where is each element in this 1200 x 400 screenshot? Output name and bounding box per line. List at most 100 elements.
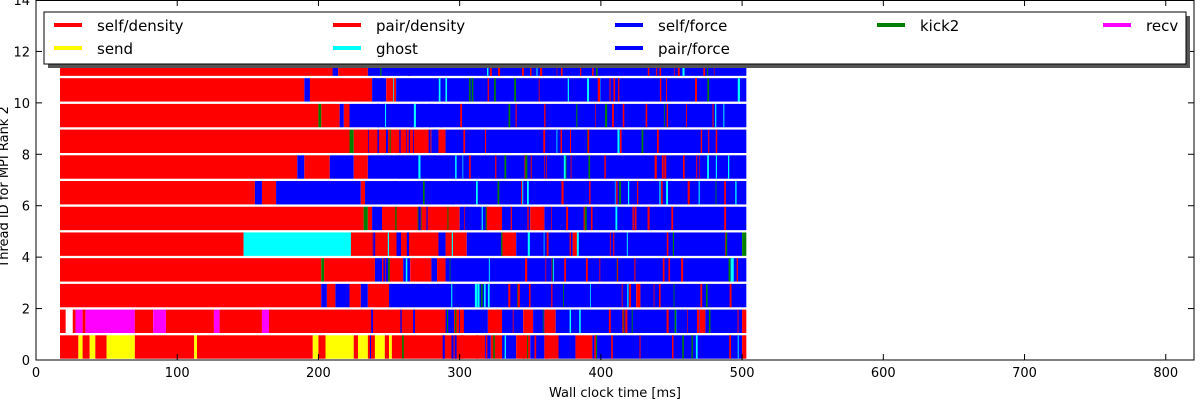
task-bar: [413, 129, 414, 153]
task-bar: [488, 258, 490, 282]
legend-label: recv: [1146, 17, 1178, 35]
task-bar: [477, 283, 480, 308]
task-bar: [399, 129, 401, 153]
task-bar: [671, 206, 674, 231]
task-bar: [367, 155, 747, 179]
task-bar: [455, 155, 457, 179]
task-bar: [627, 283, 629, 308]
task-bar: [485, 335, 488, 359]
task-bar: [454, 335, 457, 359]
task-bar: [545, 309, 548, 333]
task-bar: [508, 283, 511, 308]
task-bar: [512, 309, 514, 333]
task-bar: [445, 258, 747, 282]
task-bar: [418, 206, 421, 231]
task-bar: [687, 181, 690, 205]
legend-label: pair/density: [376, 17, 465, 35]
legend-label: send: [97, 40, 133, 58]
task-bar: [504, 335, 506, 359]
task-bar: [604, 155, 606, 179]
task-bar: [570, 129, 572, 153]
task-bar: [527, 206, 529, 231]
task-bar: [372, 206, 382, 231]
task-bar: [616, 181, 618, 205]
task-bar: [325, 335, 354, 359]
task-bar: [431, 258, 438, 282]
legend-label: self/density: [97, 17, 184, 35]
task-bar: [466, 232, 503, 256]
task-bar: [501, 206, 502, 231]
task-bar: [393, 78, 395, 102]
task-bar: [82, 335, 90, 359]
task-bar: [551, 258, 553, 282]
task-bar: [454, 309, 463, 333]
task-bar: [696, 309, 700, 333]
task-bar: [462, 155, 464, 179]
task-bar: [318, 103, 322, 128]
x-axis-ticks: 0 100 200 300 400 500 600 700 800: [32, 0, 1178, 381]
task-bar: [374, 258, 382, 282]
task-bar: [698, 155, 700, 179]
task-bar: [254, 181, 262, 205]
task-bar: [707, 155, 709, 179]
task-bar: [583, 206, 586, 231]
task-bar: [276, 181, 361, 205]
task-bar: [737, 335, 739, 359]
task-bar: [485, 335, 491, 359]
task-bar: [544, 335, 559, 359]
task-bar: [543, 129, 546, 153]
task-bar: [389, 335, 392, 359]
task-bar: [309, 78, 373, 102]
task-bar: [556, 129, 558, 153]
task-bar: [464, 232, 466, 256]
task-bar: [440, 103, 443, 128]
task-bar: [715, 155, 717, 179]
task-bar: [399, 155, 400, 179]
task-bar: [730, 258, 733, 282]
task-bar: [598, 78, 600, 102]
task-bar: [60, 181, 255, 205]
task-bar: [613, 232, 615, 256]
task-bar: [474, 283, 477, 308]
task-bar: [464, 206, 465, 231]
task-bar: [72, 309, 76, 333]
task-bar: [445, 232, 467, 256]
task-bar: [153, 309, 166, 333]
task-bar: [605, 103, 608, 128]
task-bar: [728, 258, 731, 282]
task-bar: [509, 232, 512, 256]
task-bar: [476, 335, 479, 359]
task-bar: [410, 258, 432, 282]
task-bar: [528, 283, 531, 308]
task-bar: [634, 206, 637, 231]
task-bar: [134, 335, 195, 359]
task-bar: [326, 283, 336, 308]
task-bar: [729, 335, 732, 359]
task-bar: [612, 103, 614, 128]
task-bar: [700, 129, 703, 153]
task-bar: [497, 181, 500, 205]
task-bar: [576, 232, 579, 256]
task-bar: [609, 78, 611, 102]
task-bar: [329, 155, 354, 179]
task-bar: [363, 206, 368, 231]
task-bar: [552, 258, 553, 282]
y-tick-label: 10: [13, 97, 30, 112]
task-bar: [60, 155, 298, 179]
task-bar: [335, 283, 350, 308]
task-bar: [459, 206, 488, 231]
task-bar: [321, 103, 340, 128]
x-tick-label: 500: [730, 366, 755, 381]
task-bar: [617, 129, 620, 153]
task-bar: [659, 78, 662, 102]
task-bar: [696, 155, 698, 179]
task-bar: [530, 155, 532, 179]
task-bar: [708, 309, 711, 333]
task-bar: [543, 155, 545, 179]
task-bar: [730, 283, 732, 308]
task-bar: [502, 232, 517, 256]
task-bar: [599, 258, 601, 282]
task-bar: [377, 129, 379, 153]
task-bar: [387, 232, 390, 256]
